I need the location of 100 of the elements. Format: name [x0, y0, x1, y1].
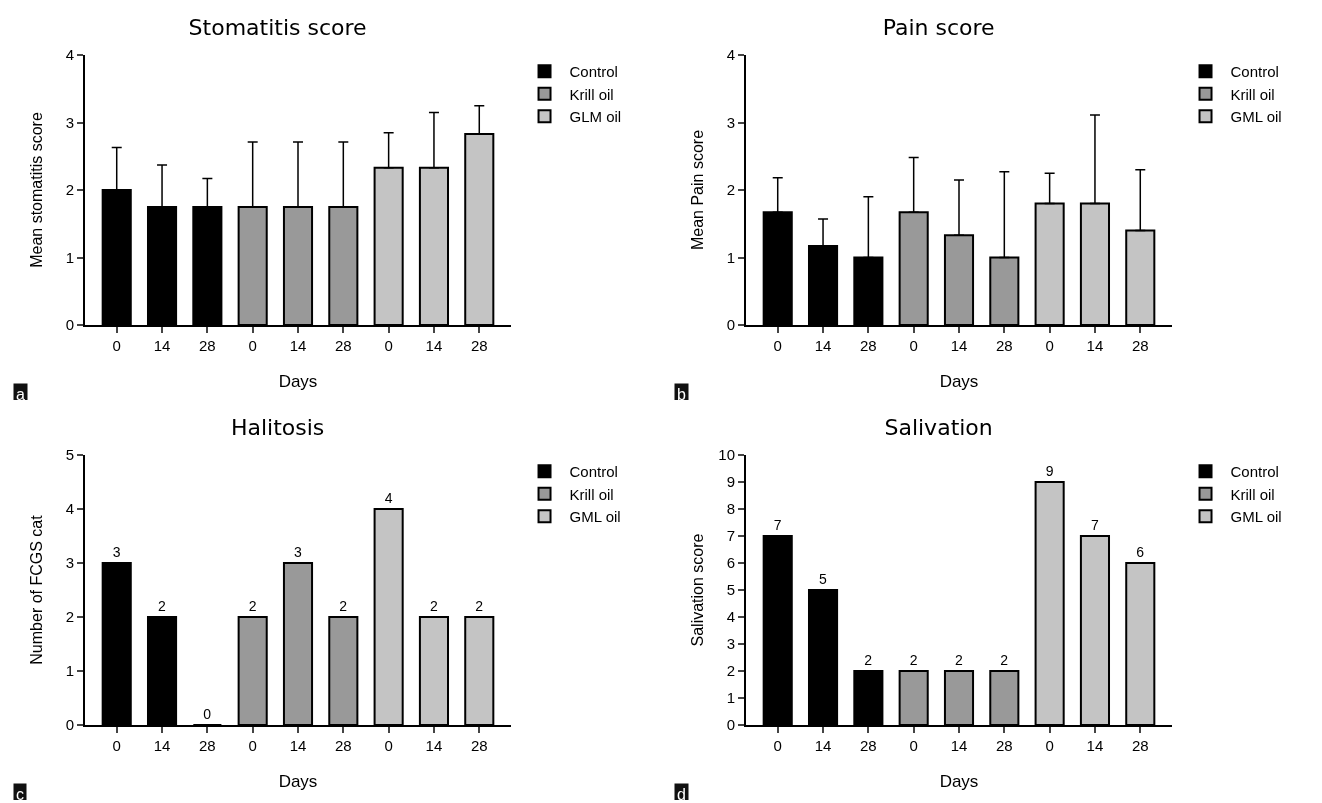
y-tick-label: 5	[65, 446, 74, 464]
x-tick-label: 14	[153, 337, 171, 354]
data-label: 5	[819, 571, 828, 587]
y-tick-label: 1	[726, 689, 735, 707]
x-tick-label: 14	[425, 737, 443, 754]
data-label: 2	[158, 598, 167, 614]
x-tick-label: 0	[112, 337, 121, 354]
y-tick-label: 3	[65, 113, 74, 131]
data-label: 2	[955, 652, 963, 668]
x-tick-label: 0	[384, 737, 393, 754]
x-tick-label: 0	[909, 737, 918, 754]
data-label: 3	[294, 544, 302, 560]
y-tick-label: 3	[65, 554, 74, 572]
x-tick-label: 14	[950, 737, 968, 754]
x-tick-label: 28	[470, 737, 488, 754]
x-tick-label: 0	[773, 337, 782, 354]
x-axis-title: Days	[939, 772, 979, 791]
data-label: 2	[475, 598, 484, 614]
chart-title: Halitosis	[230, 415, 325, 441]
text: d	[677, 786, 686, 803]
y-tick-label: 3	[726, 113, 735, 131]
chart-title: Stomatitis score	[188, 15, 367, 41]
y-axis-title: Mean stomatitis score	[28, 112, 45, 268]
data-label: 2	[429, 598, 438, 614]
legend-label: Control	[569, 63, 618, 81]
x-tick-label: 14	[814, 337, 832, 354]
x-axis-title: Days	[278, 772, 318, 791]
y-tick-label: 4	[65, 46, 74, 64]
y-tick-label: 6	[726, 554, 735, 572]
x-tick-label: 0	[1045, 737, 1054, 754]
x-tick-label: 14	[153, 737, 171, 754]
data-label: 0	[203, 706, 212, 722]
text: b	[677, 386, 686, 403]
y-tick-label: 1	[65, 248, 74, 266]
x-tick-label: 28	[470, 337, 488, 354]
legend-label: Control	[1230, 463, 1279, 481]
legend-label: GML oil	[1230, 508, 1282, 526]
x-tick-label: 28	[334, 337, 352, 354]
y-tick-label: 10	[718, 446, 735, 464]
x-tick-label: 0	[773, 737, 782, 754]
data-label: 3	[112, 544, 121, 560]
data-label: 9	[1045, 463, 1054, 479]
y-tick-label: 0	[65, 716, 74, 734]
data-label: 2	[1000, 652, 1009, 668]
x-tick-label: 14	[425, 337, 443, 354]
x-tick-label: 28	[860, 737, 877, 754]
x-tick-label: 0	[1045, 337, 1054, 354]
legend-label: GLM oil	[569, 108, 622, 126]
x-tick-label: 0	[248, 337, 257, 354]
data-label: 4	[384, 490, 393, 506]
data-label: 6	[1136, 544, 1145, 560]
x-tick-label: 28	[860, 337, 877, 354]
legend-label: GML oil	[1230, 108, 1282, 126]
chart-title: Pain score	[882, 15, 995, 41]
y-tick-label: 2	[65, 181, 74, 199]
legend-label: Krill oil	[569, 485, 614, 503]
chart-title: Salivation	[884, 415, 993, 441]
legend-label: Control	[1230, 63, 1279, 81]
x-tick-label: 0	[112, 737, 121, 754]
x-axis-title: Days	[278, 372, 318, 391]
y-tick-label: 9	[726, 473, 735, 491]
y-tick-label: 7	[726, 527, 735, 545]
y-tick-label: 2	[65, 608, 74, 626]
x-tick-label: 28	[995, 337, 1013, 354]
y-tick-label: 4	[65, 500, 74, 518]
y-tick-label: 1	[726, 248, 735, 266]
y-tick-label: 2	[726, 181, 735, 199]
legend-label: GML oil	[569, 508, 621, 526]
x-tick-label: 14	[950, 337, 968, 354]
x-tick-label: 28	[199, 737, 216, 754]
data-label: 2	[339, 598, 348, 614]
data-label: 2	[864, 652, 873, 668]
y-tick-label: 2	[726, 662, 735, 680]
legend-label: Krill oil	[569, 85, 614, 103]
y-tick-label: 3	[726, 635, 735, 653]
y-tick-label: 1	[65, 662, 74, 680]
y-axis-title: Salivation score	[689, 533, 706, 647]
x-tick-label: 0	[384, 337, 393, 354]
legend-label: Krill oil	[1230, 85, 1275, 103]
x-tick-label: 14	[1086, 737, 1104, 754]
text: c	[16, 786, 24, 803]
data-label: 7	[1090, 517, 1099, 533]
text: a	[16, 386, 25, 403]
y-axis-title: Mean Pain score	[689, 129, 706, 251]
legend-label: Control	[569, 463, 618, 481]
x-tick-label: 14	[1086, 337, 1104, 354]
x-tick-label: 14	[814, 737, 832, 754]
x-tick-label: 28	[1131, 737, 1149, 754]
y-tick-label: 0	[726, 316, 735, 334]
x-tick-label: 28	[334, 737, 352, 754]
x-tick-label: 14	[289, 737, 307, 754]
data-label: 2	[248, 598, 257, 614]
y-tick-label: 4	[726, 608, 735, 626]
y-tick-label: 8	[726, 500, 735, 518]
data-label: 2	[909, 652, 918, 668]
y-axis-title: Number of FCGS cat	[28, 514, 45, 665]
data-label: 7	[773, 517, 782, 533]
x-tick-label: 14	[289, 337, 307, 354]
y-tick-label: 0	[726, 716, 735, 734]
y-tick-label: 5	[726, 581, 735, 599]
